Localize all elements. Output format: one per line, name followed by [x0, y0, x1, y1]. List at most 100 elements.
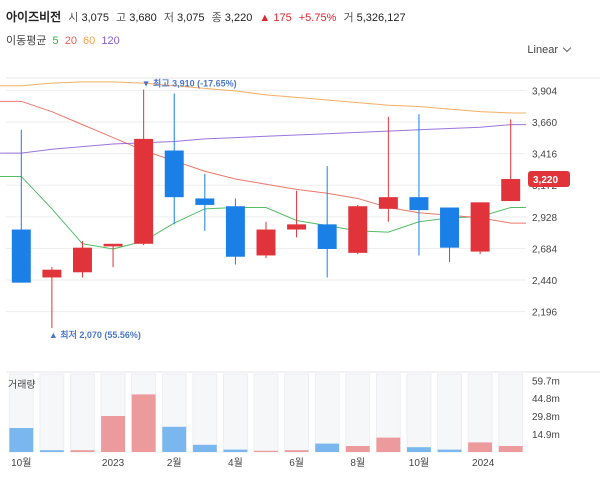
- volume-slot: [222, 373, 248, 453]
- volume-background: [6, 371, 600, 453]
- min-price-annotation: ▲ 최저 2,070 (55.56%): [49, 329, 141, 340]
- price-grid: [6, 77, 600, 313]
- volume-bar: [9, 428, 34, 452]
- candle-body: [470, 202, 490, 252]
- x-tick-label: 2024: [472, 458, 495, 469]
- price-tick-label: 2,440: [532, 276, 557, 287]
- volume-slot: [345, 373, 371, 453]
- close-value: 3,220: [224, 12, 253, 24]
- current-price-label: 3,220: [533, 175, 558, 186]
- price-tick-label: 3,904: [532, 86, 557, 97]
- volume-bar: [254, 450, 278, 452]
- x-tick-label: 10월: [409, 457, 429, 469]
- price-tick-label: 3,416: [532, 150, 557, 161]
- candle-body: [103, 243, 123, 247]
- volume-slot: [39, 373, 65, 453]
- volume-bar: [131, 394, 156, 452]
- candle-body: [348, 206, 368, 253]
- volume-bars: [9, 394, 523, 452]
- candle-body: [134, 138, 154, 244]
- volume-bar: [407, 447, 431, 452]
- ma-line-60: [0, 81, 526, 114]
- max-price-annotation: ▼ 최고 3,910 (-17.65%): [142, 78, 237, 89]
- current-price-badge: [528, 171, 570, 188]
- volume-slot: [192, 373, 218, 453]
- volume-title: 거래량: [8, 379, 36, 391]
- x-tick-label: 8월: [350, 457, 365, 469]
- x-tick-label: 10월: [11, 457, 31, 469]
- candle-body: [501, 179, 521, 202]
- x-tick-label: 4월: [228, 457, 243, 469]
- candle-body: [11, 229, 31, 283]
- volume-tick-label: 14.9m: [532, 430, 560, 441]
- volume-bar: [70, 450, 95, 452]
- ma-legend: 이동평균 5 20 60 120: [6, 32, 123, 48]
- x-tick-label: 2023: [102, 458, 125, 469]
- ma-line-20: [0, 100, 526, 224]
- candle-body: [317, 224, 337, 249]
- stock-name: 아이즈비전: [6, 10, 62, 24]
- volume-bar: [162, 426, 187, 452]
- candle-body: [256, 229, 276, 256]
- volume-slot: [253, 373, 279, 453]
- ma-legend-5: 5: [52, 35, 59, 47]
- candle-body: [42, 269, 62, 278]
- ma-legend-60: 60: [83, 35, 96, 47]
- volume-tick-label: 29.8m: [532, 412, 560, 423]
- scale-selector[interactable]: Linear: [527, 43, 572, 56]
- scale-label: Linear: [527, 44, 558, 56]
- candle-body: [195, 198, 215, 205]
- change-percent: +5.75%: [298, 12, 337, 24]
- price-tick-label: 2,196: [532, 308, 557, 319]
- open-value: 3,075: [81, 12, 109, 24]
- volume-slot: [467, 373, 493, 453]
- open-label: 시: [68, 12, 79, 24]
- candle-body: [72, 247, 92, 273]
- low-label: 저: [163, 12, 174, 24]
- high-label: 고: [116, 12, 127, 24]
- price-tick-label: 2,684: [532, 244, 557, 255]
- candle-body: [440, 207, 460, 248]
- volume-bar: [345, 446, 370, 452]
- candle-body: [378, 197, 398, 209]
- ma-legend-120: 120: [101, 35, 120, 47]
- low-value: 3,075: [177, 12, 205, 24]
- volume-slot: [437, 373, 462, 453]
- candle-body: [287, 224, 307, 230]
- volume-bar: [437, 449, 462, 452]
- candles: [11, 89, 521, 328]
- candle-body: [225, 206, 245, 257]
- volume-bar: [376, 437, 401, 452]
- volume-bar: [468, 442, 493, 452]
- volume-bar: [39, 450, 64, 452]
- ma-line-120: [0, 124, 526, 154]
- volume-tick-label: 59.7m: [532, 376, 560, 387]
- price-tick-label: 3,660: [532, 118, 557, 129]
- candle-body: [409, 197, 429, 211]
- x-tick-label: 2월: [167, 457, 182, 469]
- volume-slot: [284, 373, 310, 453]
- volume-bar: [192, 444, 217, 452]
- volume-bar: [498, 446, 523, 452]
- volume-bar: [223, 449, 248, 452]
- x-tick-label: 6월: [289, 457, 304, 469]
- volume-bar: [284, 450, 309, 452]
- change-value: ▲ 175: [259, 12, 292, 24]
- volume-bar: [101, 416, 125, 452]
- price-header: 아이즈비전 시 3,075 고 3,680 저 3,075 종 3,220 ▲ …: [6, 8, 410, 25]
- volume-value: 5,326,127: [356, 12, 406, 24]
- close-label: 종: [211, 12, 222, 24]
- volume-slot: [314, 373, 340, 453]
- axis-labels: 3,9043,6603,4163,1722,9282,6842,4402,196…: [8, 78, 570, 469]
- price-tick-label: 2,928: [532, 213, 557, 224]
- volume-slot: [498, 373, 524, 453]
- candle-body: [164, 150, 184, 198]
- volume-label: 거: [343, 12, 354, 24]
- volume-tick-label: 44.8m: [532, 394, 560, 405]
- ma-legend-20: 20: [64, 35, 77, 47]
- volume-slot: [406, 373, 432, 453]
- high-value: 3,680: [129, 12, 157, 24]
- ma-legend-title: 이동평균: [6, 35, 47, 47]
